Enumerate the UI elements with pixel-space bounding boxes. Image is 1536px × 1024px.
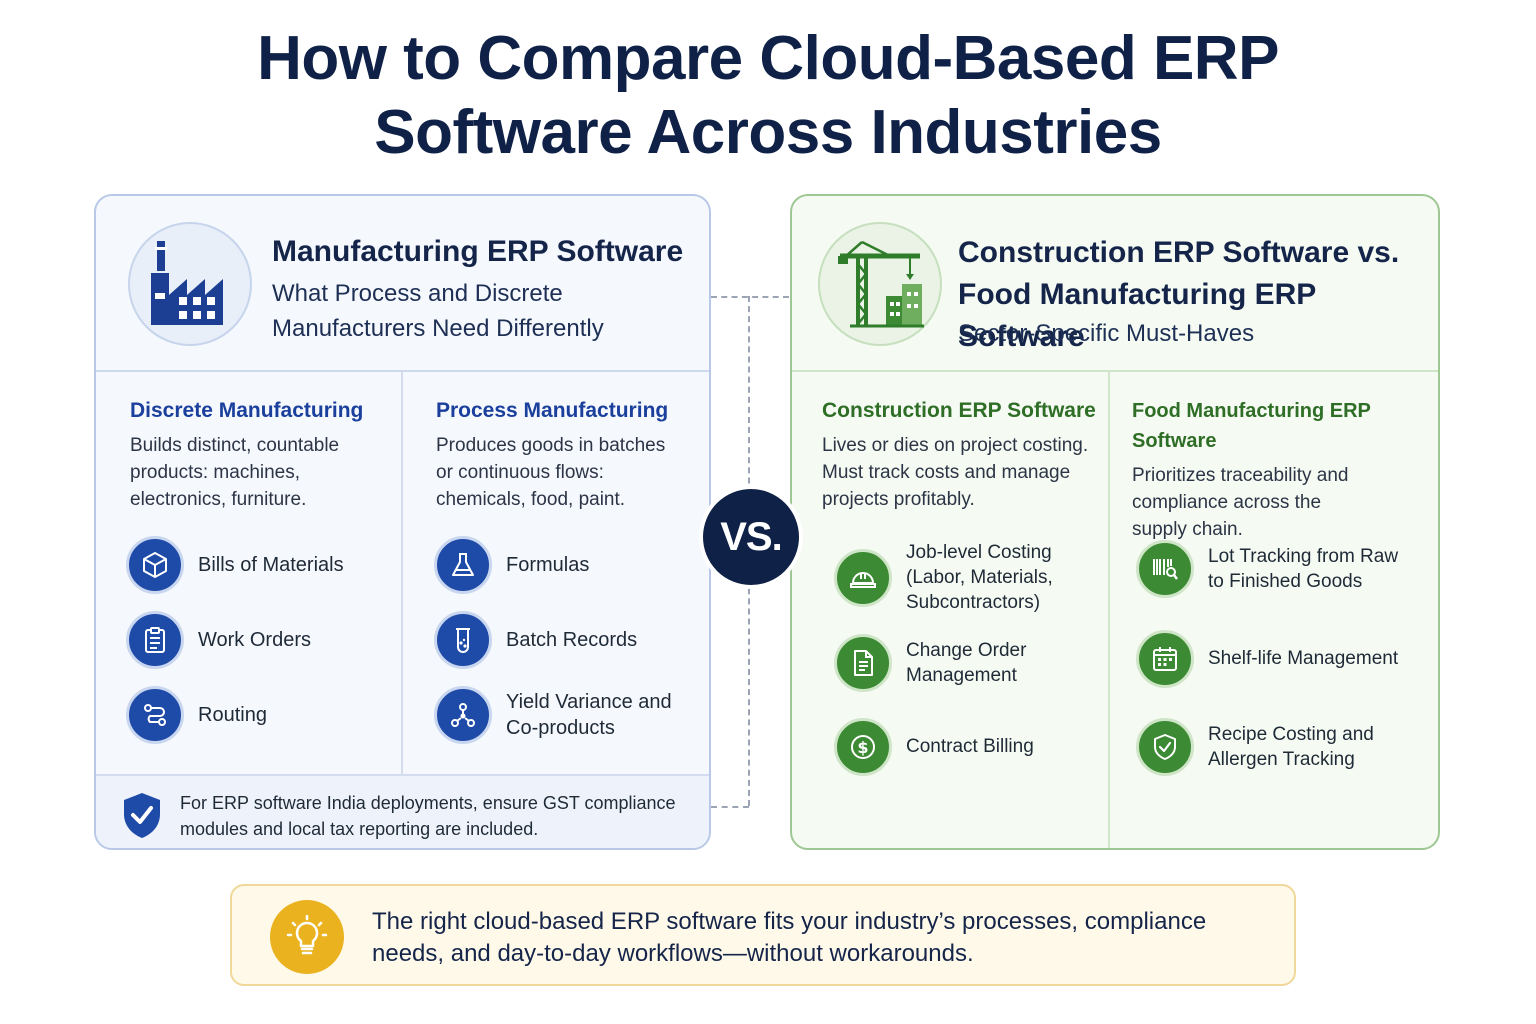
feature-label: Shelf-life Management <box>1208 648 1399 669</box>
hardhat-icon <box>834 548 892 607</box>
sector-header: Construction ERP Software vs. Food Manuf… <box>792 196 1438 372</box>
process-heading: Process Manufacturing <box>436 399 669 422</box>
feature-lot-tracking: Lot Tracking from Raw to Finished Goods <box>1136 540 1418 598</box>
feature-label: Formulas <box>506 554 590 576</box>
discrete-description: Builds distinct, countable products: mac… <box>130 435 340 510</box>
sector-title: Construction ERP Software vs. Food Manuf… <box>958 236 1400 353</box>
discrete-column: Discrete Manufacturing Builds distinct, … <box>130 396 390 513</box>
feature-label: Work Orders <box>198 629 311 651</box>
process-column: Process Manufacturing Produces goods in … <box>436 396 686 513</box>
shield-check-icon <box>1136 718 1194 776</box>
feature-formulas: Formulas <box>434 536 589 594</box>
svg-text:$: $ <box>857 738 868 757</box>
feature-label: Routing <box>198 704 267 726</box>
feature-yield-variance: Yield Variance and Co-products <box>434 686 676 744</box>
feature-change-order-management: Change Order Management <box>834 634 1056 692</box>
process-description: Produces goods in batches or continuous … <box>436 435 666 510</box>
lightbulb-icon <box>270 900 344 974</box>
feature-label: Job-level Costing (Labor, Materials, Sub… <box>906 542 1053 613</box>
document-icon <box>834 634 892 692</box>
feature-shelf-life: Shelf-life Management <box>1136 630 1398 688</box>
barcode-search-icon <box>1136 540 1194 598</box>
factory-icon <box>128 222 252 346</box>
feature-label: Yield Variance and Co-products <box>506 691 672 739</box>
feature-contract-billing: $ Contract Billing <box>834 718 1034 776</box>
manufacturing-header: Manufacturing ERP Software What Process … <box>96 196 709 372</box>
manufacturing-subtitle: What Process and Discrete Manufacturers … <box>272 280 604 342</box>
feature-label: Batch Records <box>506 629 638 651</box>
feature-recipe-costing: Recipe Costing and Allergen Tracking <box>1136 718 1408 776</box>
clipboard-icon <box>126 611 184 669</box>
feature-job-level-costing: Job-level Costing (Labor, Materials, Sub… <box>834 540 1076 615</box>
feature-bills-of-materials: Bills of Materials <box>126 536 344 594</box>
feature-work-orders: Work Orders <box>126 611 311 669</box>
feature-label: Lot Tracking from Raw to Finished Goods <box>1208 546 1399 592</box>
connector-bottom <box>711 806 749 808</box>
title-line-1: How to Compare Cloud-Based ERP <box>257 24 1279 93</box>
food-column: Food Manufacturing ERP Software Prioriti… <box>1132 396 1432 543</box>
construction-description: Lives or dies on project costing. Must t… <box>822 435 1089 510</box>
route-icon <box>126 686 184 744</box>
shield-check-icon <box>120 790 164 845</box>
dollar-icon: $ <box>834 718 892 776</box>
construction-heading: Construction ERP Software <box>822 399 1096 422</box>
tip-callout: The right cloud-based ERP software fits … <box>230 884 1296 986</box>
crane-icon <box>818 222 942 346</box>
manufacturing-title: Manufacturing ERP Software <box>272 235 684 268</box>
connector-top <box>711 296 789 298</box>
feature-label: Recipe Costing and Allergen Tracking <box>1208 724 1374 770</box>
feature-batch-records: Batch Records <box>434 611 637 669</box>
food-heading: Food Manufacturing ERP Software <box>1132 400 1371 452</box>
feature-routing: Routing <box>126 686 267 744</box>
construction-column: Construction ERP Software Lives or dies … <box>822 396 1098 513</box>
feature-label: Bills of Materials <box>198 554 344 576</box>
feature-label: Contract Billing <box>906 736 1034 757</box>
page-title: How to Compare Cloud-Based ERP Software … <box>0 22 1536 170</box>
sector-panel: Construction ERP Software vs. Food Manuf… <box>790 194 1440 850</box>
title-line-2: Software Across Industries <box>374 98 1162 167</box>
cube-icon <box>126 536 184 594</box>
beaker-icon <box>434 611 492 669</box>
molecule-icon <box>434 686 492 744</box>
vs-badge: VS. <box>699 485 803 589</box>
feature-label: Change Order Management <box>906 640 1027 686</box>
gst-note: For ERP software India deployments, ensu… <box>96 774 709 848</box>
column-divider <box>1108 372 1110 848</box>
discrete-heading: Discrete Manufacturing <box>130 399 364 422</box>
tip-text: The right cloud-based ERP software fits … <box>372 908 1207 967</box>
column-divider <box>401 372 403 774</box>
manufacturing-panel: Manufacturing ERP Software What Process … <box>94 194 711 850</box>
sector-subtitle: Sector-Specific Must-Haves <box>958 320 1255 347</box>
gst-note-text: For ERP software India deployments, ensu… <box>180 793 676 839</box>
flask-icon <box>434 536 492 594</box>
food-description: Prioritizes traceability and compliance … <box>1132 465 1349 540</box>
calendar-icon <box>1136 630 1194 688</box>
